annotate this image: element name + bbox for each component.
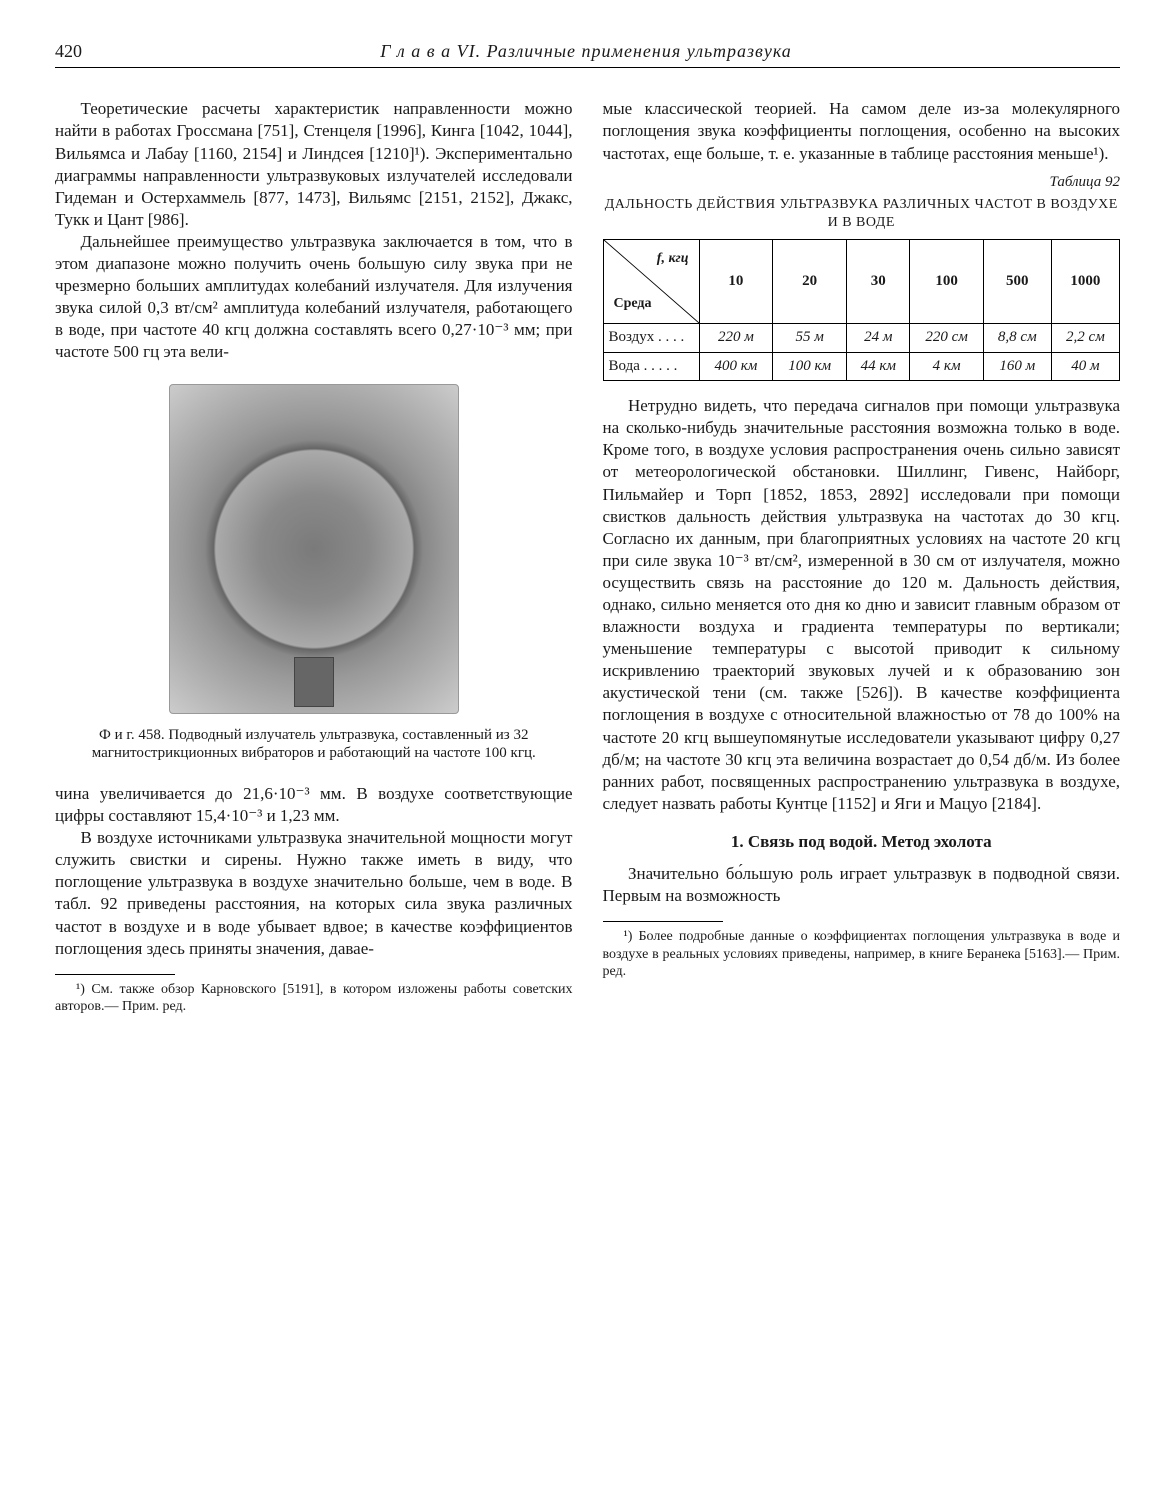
chapter-title: Г л а в а VI. Различные применения ультр…	[82, 40, 1090, 63]
row-label: Воздух . . . .	[603, 324, 699, 353]
page-header: 420 Г л а в а VI. Различные применения у…	[55, 40, 1120, 68]
body-paragraph: чина увеличивается до 21,6·10⁻³ мм. В во…	[55, 783, 573, 827]
table-label: Таблица 92	[603, 173, 1121, 193]
table-cell: 220 см	[910, 324, 983, 353]
table-cell: 8,8 см	[983, 324, 1051, 353]
table-cell: 44 км	[847, 352, 910, 381]
left-column: Теоретические расчеты характеристик напр…	[55, 98, 573, 1015]
body-paragraph: Нетрудно видеть, что передача сигналов п…	[603, 395, 1121, 815]
table-cell: 2,2 см	[1051, 324, 1119, 353]
table-cell: 220 м	[699, 324, 773, 353]
footnote-rule	[55, 974, 175, 975]
table-cell: 4 км	[910, 352, 983, 381]
table-cell: 400 км	[699, 352, 773, 381]
table-cell: 24 м	[847, 324, 910, 353]
table-cell: 160 м	[983, 352, 1051, 381]
diag-bottom-label: Среда	[614, 295, 652, 313]
table-header: 1000	[1051, 240, 1119, 324]
body-paragraph: Значительно бо́льшую роль играет ультраз…	[603, 863, 1121, 907]
table-row: Вода . . . . . 400 км 100 км 44 км 4 км …	[603, 352, 1120, 381]
table-cell: 55 м	[773, 324, 847, 353]
table-header: 100	[910, 240, 983, 324]
table-92: f, кгц Среда 10 20 30 100 500 1000 Возду…	[603, 239, 1121, 381]
table-cell: 40 м	[1051, 352, 1119, 381]
body-paragraph: В воздухе источниками ультразвука значит…	[55, 827, 573, 960]
body-paragraph: мые классической теорией. На самом деле …	[603, 98, 1121, 164]
table-header: 500	[983, 240, 1051, 324]
page-number: 420	[55, 40, 82, 63]
table-row: Воздух . . . . 220 м 55 м 24 м 220 см 8,…	[603, 324, 1120, 353]
figure-image	[169, 384, 459, 714]
figure-458: Ф и г. 458. Подводный излучатель ультраз…	[55, 384, 573, 764]
body-paragraph: Дальнейшее преимущество ультразвука закл…	[55, 231, 573, 364]
footnote: ¹) Более подробные данные о коэффициента…	[603, 928, 1121, 981]
body-paragraph: Теоретические расчеты характеристик напр…	[55, 98, 573, 231]
table-diag-header: f, кгц Среда	[603, 240, 699, 324]
footnote-rule	[603, 921, 723, 922]
table-header: 20	[773, 240, 847, 324]
section-heading: 1. Связь под водой. Метод эхолота	[603, 831, 1121, 853]
diag-top-label: f, кгц	[657, 250, 689, 268]
table-header: 10	[699, 240, 773, 324]
table-cell: 100 км	[773, 352, 847, 381]
right-column: мые классической теорией. На самом деле …	[603, 98, 1121, 1015]
table-title: ДАЛЬНОСТЬ ДЕЙСТВИЯ УЛЬТРАЗВУКА РАЗЛИЧНЫХ…	[603, 196, 1121, 231]
footnote: ¹) См. также обзор Карновского [5191], в…	[55, 981, 573, 1016]
row-label: Вода . . . . .	[603, 352, 699, 381]
two-column-layout: Теоретические расчеты характеристик напр…	[55, 98, 1120, 1015]
table-header: 30	[847, 240, 910, 324]
figure-caption: Ф и г. 458. Подводный излучатель ультраз…	[55, 726, 573, 764]
